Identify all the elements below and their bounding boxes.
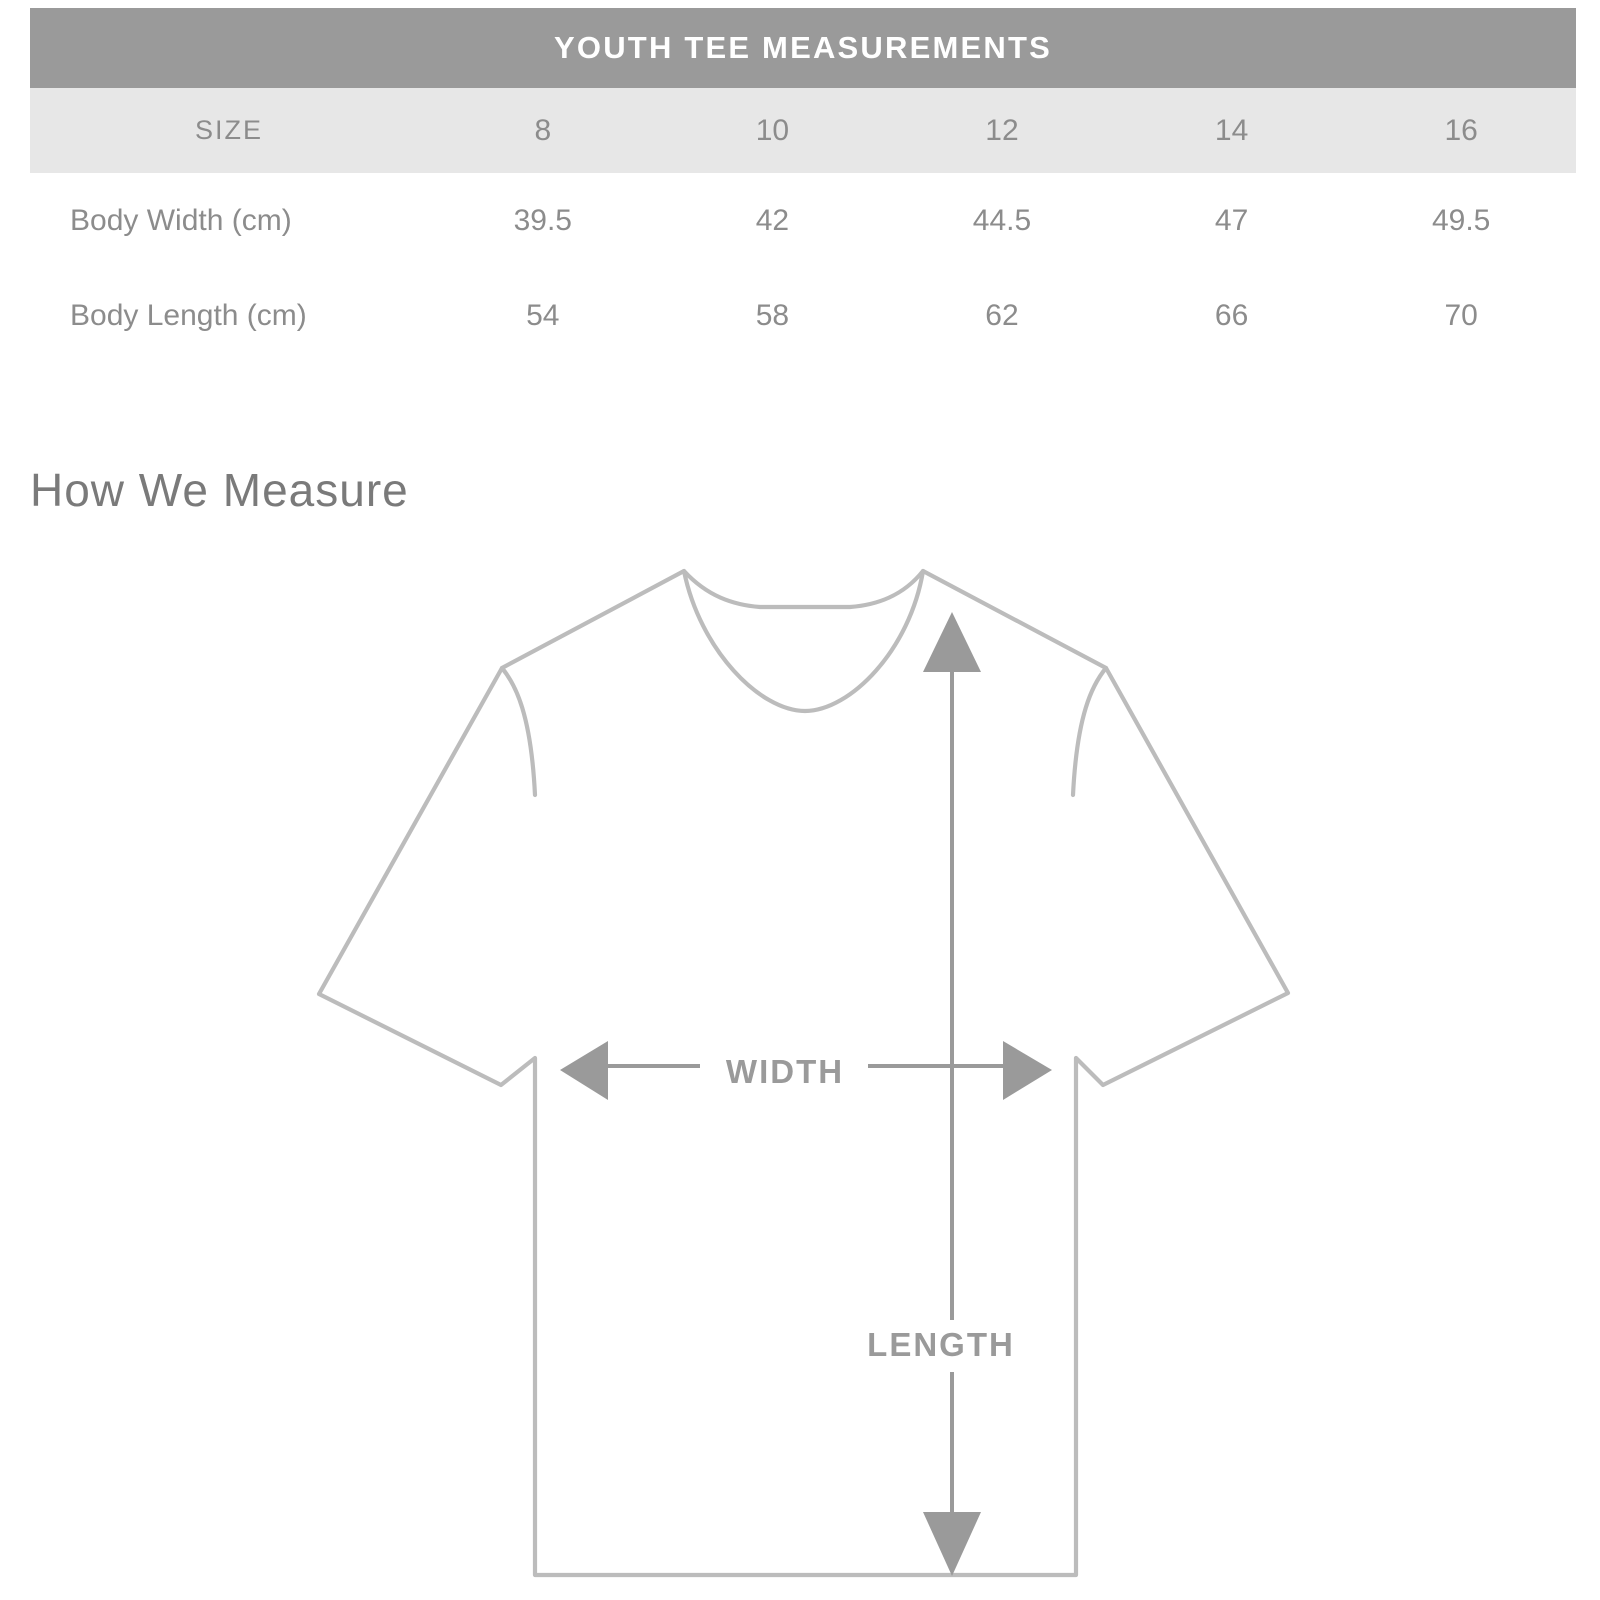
svg-text:LENGTH: LENGTH: [867, 1326, 1015, 1363]
svg-text:WIDTH: WIDTH: [726, 1053, 844, 1090]
